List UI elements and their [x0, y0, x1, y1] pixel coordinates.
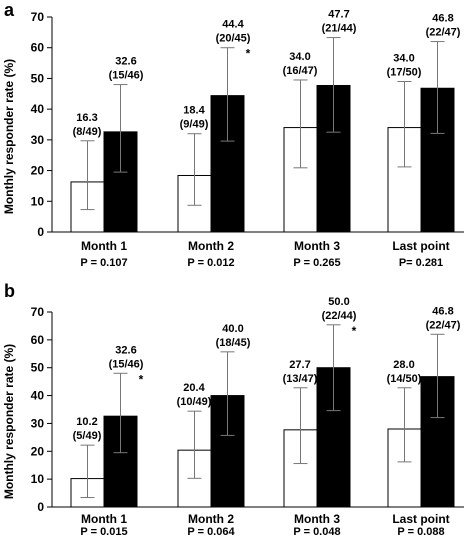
- data-count-label: (20/45): [216, 33, 251, 45]
- data-count-label: (8/49): [73, 126, 102, 138]
- y-tick-label: 60: [31, 41, 45, 55]
- y-tick-label: 70: [31, 10, 45, 24]
- bar: [103, 131, 138, 233]
- y-tick-label: 50: [31, 71, 45, 85]
- data-count-label: (21/44): [322, 23, 357, 35]
- x-tick-label: Month 2: [188, 512, 234, 526]
- data-count-label: (14/50): [387, 373, 422, 385]
- x-tick-label: Last point: [392, 239, 449, 253]
- panel-letter: b: [4, 281, 15, 301]
- data-label: 47.7: [328, 9, 349, 21]
- data-count-label: (18/45): [216, 337, 251, 349]
- data-label: 27.7: [289, 359, 310, 371]
- x-tick-label: Month 3: [294, 512, 340, 526]
- p-value-label: P = 0.107: [80, 257, 127, 269]
- data-count-label: (16/47): [283, 65, 318, 77]
- data-count-label: (5/49): [73, 430, 102, 442]
- y-tick-label: 70: [31, 305, 45, 319]
- y-tick-label: 0: [37, 225, 44, 239]
- data-label: 20.4: [183, 382, 205, 394]
- data-count-label: (22/47): [426, 27, 461, 39]
- data-label: 16.3: [76, 112, 97, 124]
- data-label: 28.0: [393, 359, 414, 371]
- data-count-label: (9/49): [180, 119, 209, 131]
- p-value-label: P = 0.088: [397, 526, 444, 537]
- significance-star: *: [246, 47, 251, 61]
- y-tick-label: 20: [31, 164, 45, 178]
- y-tick-label: 0: [37, 500, 44, 514]
- y-tick-label: 10: [31, 472, 45, 486]
- data-label: 18.4: [183, 105, 205, 117]
- p-value-label: P = 0.015: [80, 526, 127, 537]
- p-value-label: P = 0.012: [187, 257, 234, 269]
- x-tick-label: Month 1: [81, 239, 127, 253]
- p-value-label: P = 0.048: [293, 526, 340, 537]
- y-tick-label: 10: [31, 194, 45, 208]
- y-tick-label: 60: [31, 333, 45, 347]
- data-label: 34.0: [289, 51, 310, 63]
- data-label: 32.6: [115, 56, 136, 68]
- y-tick-label: 30: [31, 133, 45, 147]
- significance-star: *: [352, 324, 357, 338]
- data-label: 34.0: [393, 53, 414, 65]
- p-value-label: P= 0.281: [399, 257, 443, 269]
- data-count-label: (10/49): [177, 396, 212, 408]
- y-axis-label: Monthly responder rate (%): [2, 59, 16, 214]
- data-count-label: (17/50): [387, 67, 422, 79]
- y-axis-label: Monthly responder rate (%): [2, 344, 16, 499]
- data-count-label: (22/47): [426, 319, 461, 331]
- data-label: 44.4: [222, 19, 244, 31]
- data-label: 10.2: [76, 416, 97, 428]
- y-tick-label: 20: [31, 444, 45, 458]
- y-tick-label: 50: [31, 361, 45, 375]
- data-count-label: (15/46): [109, 358, 144, 370]
- x-tick-label: Month 2: [188, 239, 234, 253]
- x-tick-label: Last point: [392, 512, 449, 526]
- y-tick-label: 40: [31, 389, 45, 403]
- p-value-label: P = 0.064: [187, 526, 235, 537]
- panel-a: a 0 10 20 30 40 50 60 70 Monthly responder rate (…: [2, 0, 464, 269]
- significance-star: *: [139, 372, 144, 386]
- data-count-label: (22/44): [322, 310, 357, 322]
- data-count-label: (15/46): [109, 70, 144, 82]
- data-label: 50.0: [328, 296, 349, 308]
- data-count-label: (13/47): [283, 373, 318, 385]
- p-value-label: P = 0.265: [293, 257, 340, 269]
- panel-b: b 0 10 20 30 40 50 60 70 Monthly responder rate (…: [2, 281, 464, 537]
- y-tick-label: 40: [31, 102, 45, 116]
- data-label: 32.6: [115, 344, 136, 356]
- panel-letter: a: [4, 0, 15, 20]
- data-label: 40.0: [222, 323, 243, 335]
- data-label: 46.8: [432, 305, 453, 317]
- y-tick-label: 30: [31, 416, 45, 430]
- data-label: 46.8: [432, 13, 453, 25]
- x-tick-label: Month 3: [294, 239, 340, 253]
- x-tick-label: Month 1: [81, 512, 127, 526]
